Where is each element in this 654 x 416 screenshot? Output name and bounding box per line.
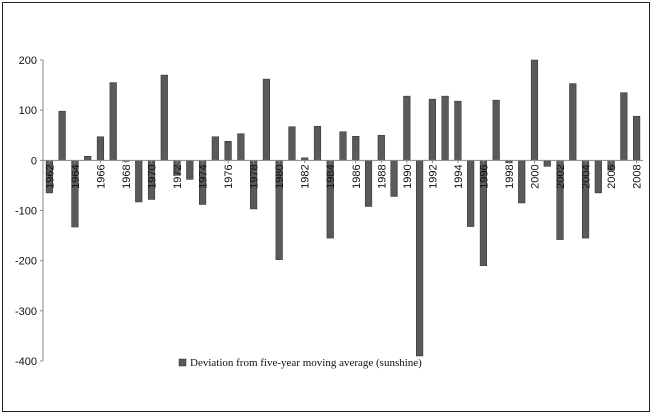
x-tick-label: 1986 <box>351 164 363 188</box>
x-tick-label: 1982 <box>300 164 312 188</box>
bar-2007 <box>620 92 628 161</box>
y-tick-label: -400 <box>15 356 37 368</box>
bar-2005 <box>594 160 602 194</box>
bar-1979 <box>262 78 270 161</box>
legend-label: Deviation from five-year moving average … <box>190 357 422 369</box>
bar-chart: -400 -300 -200 -100 0 100 200 1962 1964 1966 1968… <box>15 55 644 369</box>
x-tick-label: 2000 <box>529 164 541 188</box>
bar-1971 <box>160 74 168 161</box>
bar-1992 <box>428 98 436 161</box>
bar-1999 <box>518 160 526 204</box>
bar-1963 <box>58 110 66 161</box>
x-tick-label: 1970 <box>147 164 159 188</box>
bar-1973 <box>186 160 194 180</box>
x-tick-label: 1964 <box>70 164 82 188</box>
bar-1981 <box>288 126 296 161</box>
chart-frame: -400 -300 -200 -100 0 100 200 1962 1964 1966 1968… <box>2 2 650 412</box>
x-tick-label: 1994 <box>453 164 465 188</box>
x-tick-label: 1988 <box>376 164 388 188</box>
bar-1967 <box>109 82 117 161</box>
bar-1975 <box>211 136 219 161</box>
x-tick-label: 1972 <box>172 164 184 188</box>
legend: Deviation from five-year moving average … <box>178 357 422 369</box>
bar-1965 <box>84 156 92 161</box>
x-tick-label: 2002 <box>555 164 567 188</box>
x-tick-label: 1978 <box>249 164 261 188</box>
bar-1985 <box>339 131 347 161</box>
bar-2001 <box>543 160 551 167</box>
bar-1991 <box>416 160 424 357</box>
y-tick-label: 100 <box>19 105 37 117</box>
y-tick-label: 200 <box>19 55 37 67</box>
bar-1986 <box>352 136 360 161</box>
bar-1995 <box>467 160 475 227</box>
x-tick-label: 1976 <box>223 164 235 188</box>
bar-1989 <box>390 160 398 197</box>
bar-2000 <box>530 59 539 161</box>
y-tick-label: 0 <box>31 155 37 167</box>
bar-1990 <box>403 95 411 161</box>
bar-1976 <box>224 141 232 161</box>
bar-2003 <box>569 83 577 161</box>
y-tick-labels: -400 -300 -200 -100 0 100 200 <box>15 55 43 368</box>
x-tick-label: 1998 <box>504 164 516 188</box>
bar-2008 <box>633 115 641 161</box>
bar-1994 <box>454 100 462 161</box>
x-tick-label: 2006 <box>606 164 618 188</box>
x-tick-label: 1974 <box>198 164 210 188</box>
bar-1966 <box>96 136 105 161</box>
bar-1997 <box>492 99 500 161</box>
y-tick-label: -100 <box>15 206 37 218</box>
y-tick-label: -200 <box>15 256 37 268</box>
bar-1969 <box>135 160 143 203</box>
x-tick-label: 1992 <box>427 164 439 188</box>
bar-1988 <box>377 135 385 161</box>
x-tick-label: 1968 <box>121 164 133 188</box>
x-tick-label: 1996 <box>478 164 490 188</box>
x-tick-label: 1962 <box>44 164 56 188</box>
x-tick-label: 1980 <box>274 164 286 188</box>
bar-1977 <box>237 133 245 161</box>
bar-1993 <box>441 95 449 161</box>
bar-1987 <box>364 160 373 207</box>
x-tick-label: 1984 <box>325 164 337 188</box>
x-tick-labels: 1962 1964 1966 1968 1970 1972 1974 1976 1978 1980… <box>44 160 644 189</box>
bar-1983 <box>313 125 322 161</box>
y-tick-label: -300 <box>15 306 37 318</box>
legend-swatch <box>178 358 187 367</box>
bars <box>45 59 641 357</box>
x-tick-label: 2004 <box>581 164 593 188</box>
x-tick-label: 1966 <box>95 164 107 188</box>
x-tick-label: 1990 <box>402 164 414 188</box>
x-tick-label: 2008 <box>632 164 644 188</box>
